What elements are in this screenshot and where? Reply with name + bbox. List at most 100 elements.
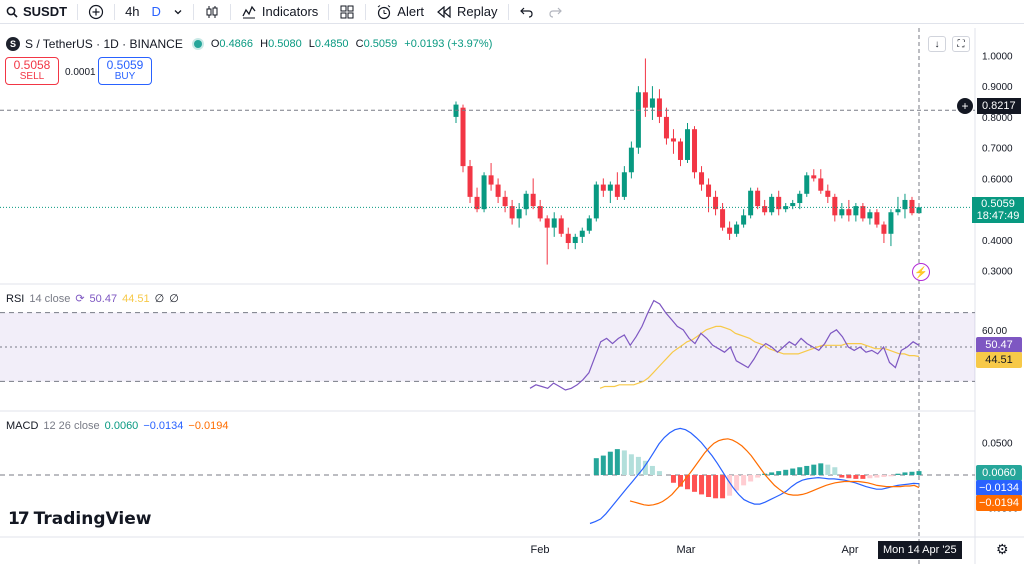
candle-body bbox=[558, 218, 564, 234]
candle-body bbox=[628, 147, 634, 173]
candle-body bbox=[663, 116, 669, 139]
undo-icon bbox=[519, 7, 533, 18]
candle-body bbox=[811, 175, 817, 179]
maximize-button[interactable]: ⛶ bbox=[952, 36, 970, 52]
macd-line-tag: −0.0134 bbox=[976, 480, 1022, 496]
macd-histogram-bar bbox=[790, 468, 796, 475]
undo-button[interactable] bbox=[513, 0, 541, 24]
rsi-title: RSI bbox=[6, 292, 25, 305]
settings-gear-icon[interactable]: ⚙ bbox=[996, 541, 1009, 557]
candle-body bbox=[453, 104, 459, 117]
macd-histogram-bar bbox=[656, 471, 662, 475]
macd-histogram-bar bbox=[642, 460, 648, 475]
price-tick-label: 0.7000 bbox=[982, 144, 1013, 155]
divider bbox=[114, 3, 116, 20]
candle-body bbox=[692, 129, 698, 173]
macd-histogram-bar bbox=[846, 475, 852, 479]
candle-body bbox=[670, 138, 676, 142]
macd-histogram-bar bbox=[825, 464, 831, 475]
candle-body bbox=[523, 193, 529, 210]
macd-histogram-bar bbox=[888, 475, 894, 477]
macd-histogram-bar bbox=[909, 471, 915, 475]
candle-body bbox=[460, 107, 466, 167]
macd-histogram-bar bbox=[748, 475, 754, 482]
macd-histogram-bar bbox=[853, 475, 859, 479]
interval-d-button[interactable]: D bbox=[146, 0, 167, 24]
brand-name: TradingView bbox=[33, 509, 152, 529]
symbol-label: SUSDT bbox=[23, 4, 68, 19]
candle-body bbox=[635, 92, 641, 148]
low-value: 0.4850 bbox=[314, 38, 349, 50]
maximize-icon: ⛶ bbox=[957, 38, 965, 50]
candle-body bbox=[579, 230, 585, 237]
alert-label: Alert bbox=[397, 4, 425, 19]
layouts-button[interactable] bbox=[333, 0, 361, 24]
candle-body bbox=[727, 227, 733, 234]
alert-button[interactable]: Alert bbox=[370, 0, 430, 24]
spread-value: 0.0001 bbox=[65, 67, 96, 78]
scroll-to-latest-button[interactable]: ↓ bbox=[928, 36, 946, 52]
macd-histogram-bar bbox=[649, 465, 655, 475]
candle-body bbox=[776, 196, 782, 210]
sell-button[interactable]: 0.5058 SELL bbox=[5, 57, 59, 85]
macd-signal-value: −0.0194 bbox=[188, 420, 229, 432]
replay-button[interactable]: Replay bbox=[430, 0, 503, 24]
close-value: 0.5059 bbox=[363, 38, 398, 50]
sync-icon[interactable]: ⟳ bbox=[75, 293, 85, 305]
rsi-value-tag: 50.47 bbox=[976, 337, 1022, 353]
interval-dropdown[interactable] bbox=[167, 0, 189, 24]
indicators-button[interactable]: Indicators bbox=[235, 0, 324, 24]
macd-histogram-bar bbox=[734, 475, 740, 491]
macd-histogram-bar bbox=[755, 475, 761, 478]
candle-body bbox=[713, 196, 719, 210]
macd-histogram-bar bbox=[607, 451, 613, 475]
candle-body bbox=[748, 190, 754, 216]
macd-histogram-bar bbox=[860, 475, 866, 479]
candle-body bbox=[860, 206, 866, 219]
redo-button[interactable] bbox=[541, 0, 569, 24]
macd-histogram-bar bbox=[692, 475, 698, 492]
compare-symbol-button[interactable] bbox=[82, 0, 110, 24]
symbol-legend: S S / TetherUS · 1D · BINANCE O0.4866 H0… bbox=[6, 37, 496, 51]
candle-body bbox=[706, 184, 712, 197]
low-label: L bbox=[308, 38, 315, 50]
candle-body bbox=[551, 218, 557, 228]
last-price-value: 0.5059 bbox=[981, 198, 1015, 210]
price-tick-label: 0.8000 bbox=[982, 113, 1013, 124]
candle-body bbox=[607, 184, 613, 191]
crosshair-date-tag: Mon 14 Apr '25 bbox=[878, 541, 962, 559]
arrow-down-icon: ↓ bbox=[934, 38, 940, 50]
symbol-search[interactable]: SUSDT bbox=[0, 0, 73, 24]
candle-body bbox=[769, 196, 775, 213]
candle-body bbox=[593, 184, 599, 219]
indicators-icon bbox=[242, 5, 256, 18]
buy-price: 0.5059 bbox=[106, 58, 144, 72]
lightning-icon[interactable]: ⚡ bbox=[912, 263, 930, 281]
macd-histogram-bar bbox=[783, 469, 789, 475]
crosshair-price-value: 0.8217 bbox=[977, 98, 1021, 114]
macd-histogram-bar bbox=[670, 475, 676, 483]
divider bbox=[328, 3, 330, 20]
macd-histogram-bar bbox=[839, 475, 845, 478]
sell-label: SELL bbox=[19, 71, 45, 82]
close-label: C bbox=[355, 38, 364, 50]
replay-label: Replay bbox=[457, 4, 498, 19]
macd-histogram-bar bbox=[916, 471, 922, 475]
tradingview-logo[interactable]: 17 TradingView bbox=[8, 509, 151, 529]
price-tick-label: 1.0000 bbox=[982, 51, 1013, 62]
interval-4h-button[interactable]: 4h bbox=[119, 0, 145, 24]
add-alert-icon[interactable]: + bbox=[957, 98, 973, 114]
chart-canvas[interactable]: 1.00000.90000.80000.70000.60000.50000.40… bbox=[0, 28, 1024, 564]
macd-legend: MACD 12 26 close 0.0060 −0.0134 −0.0194 bbox=[6, 420, 228, 432]
rsi-line bbox=[529, 299, 920, 391]
macd-histogram-bar bbox=[804, 465, 810, 475]
macd-hist-tag: 0.0060 bbox=[976, 465, 1022, 481]
macd-histogram-bar bbox=[699, 475, 705, 495]
chart-type-button[interactable] bbox=[198, 0, 226, 24]
buy-label: BUY bbox=[114, 71, 136, 82]
macd-histogram-bar bbox=[635, 456, 641, 475]
last-price-tag: 0.5059 18:47:49 bbox=[972, 197, 1024, 223]
buy-button[interactable]: 0.5059 BUY bbox=[98, 57, 152, 85]
macd-histogram-bar bbox=[769, 472, 775, 475]
candle-body bbox=[642, 92, 648, 108]
